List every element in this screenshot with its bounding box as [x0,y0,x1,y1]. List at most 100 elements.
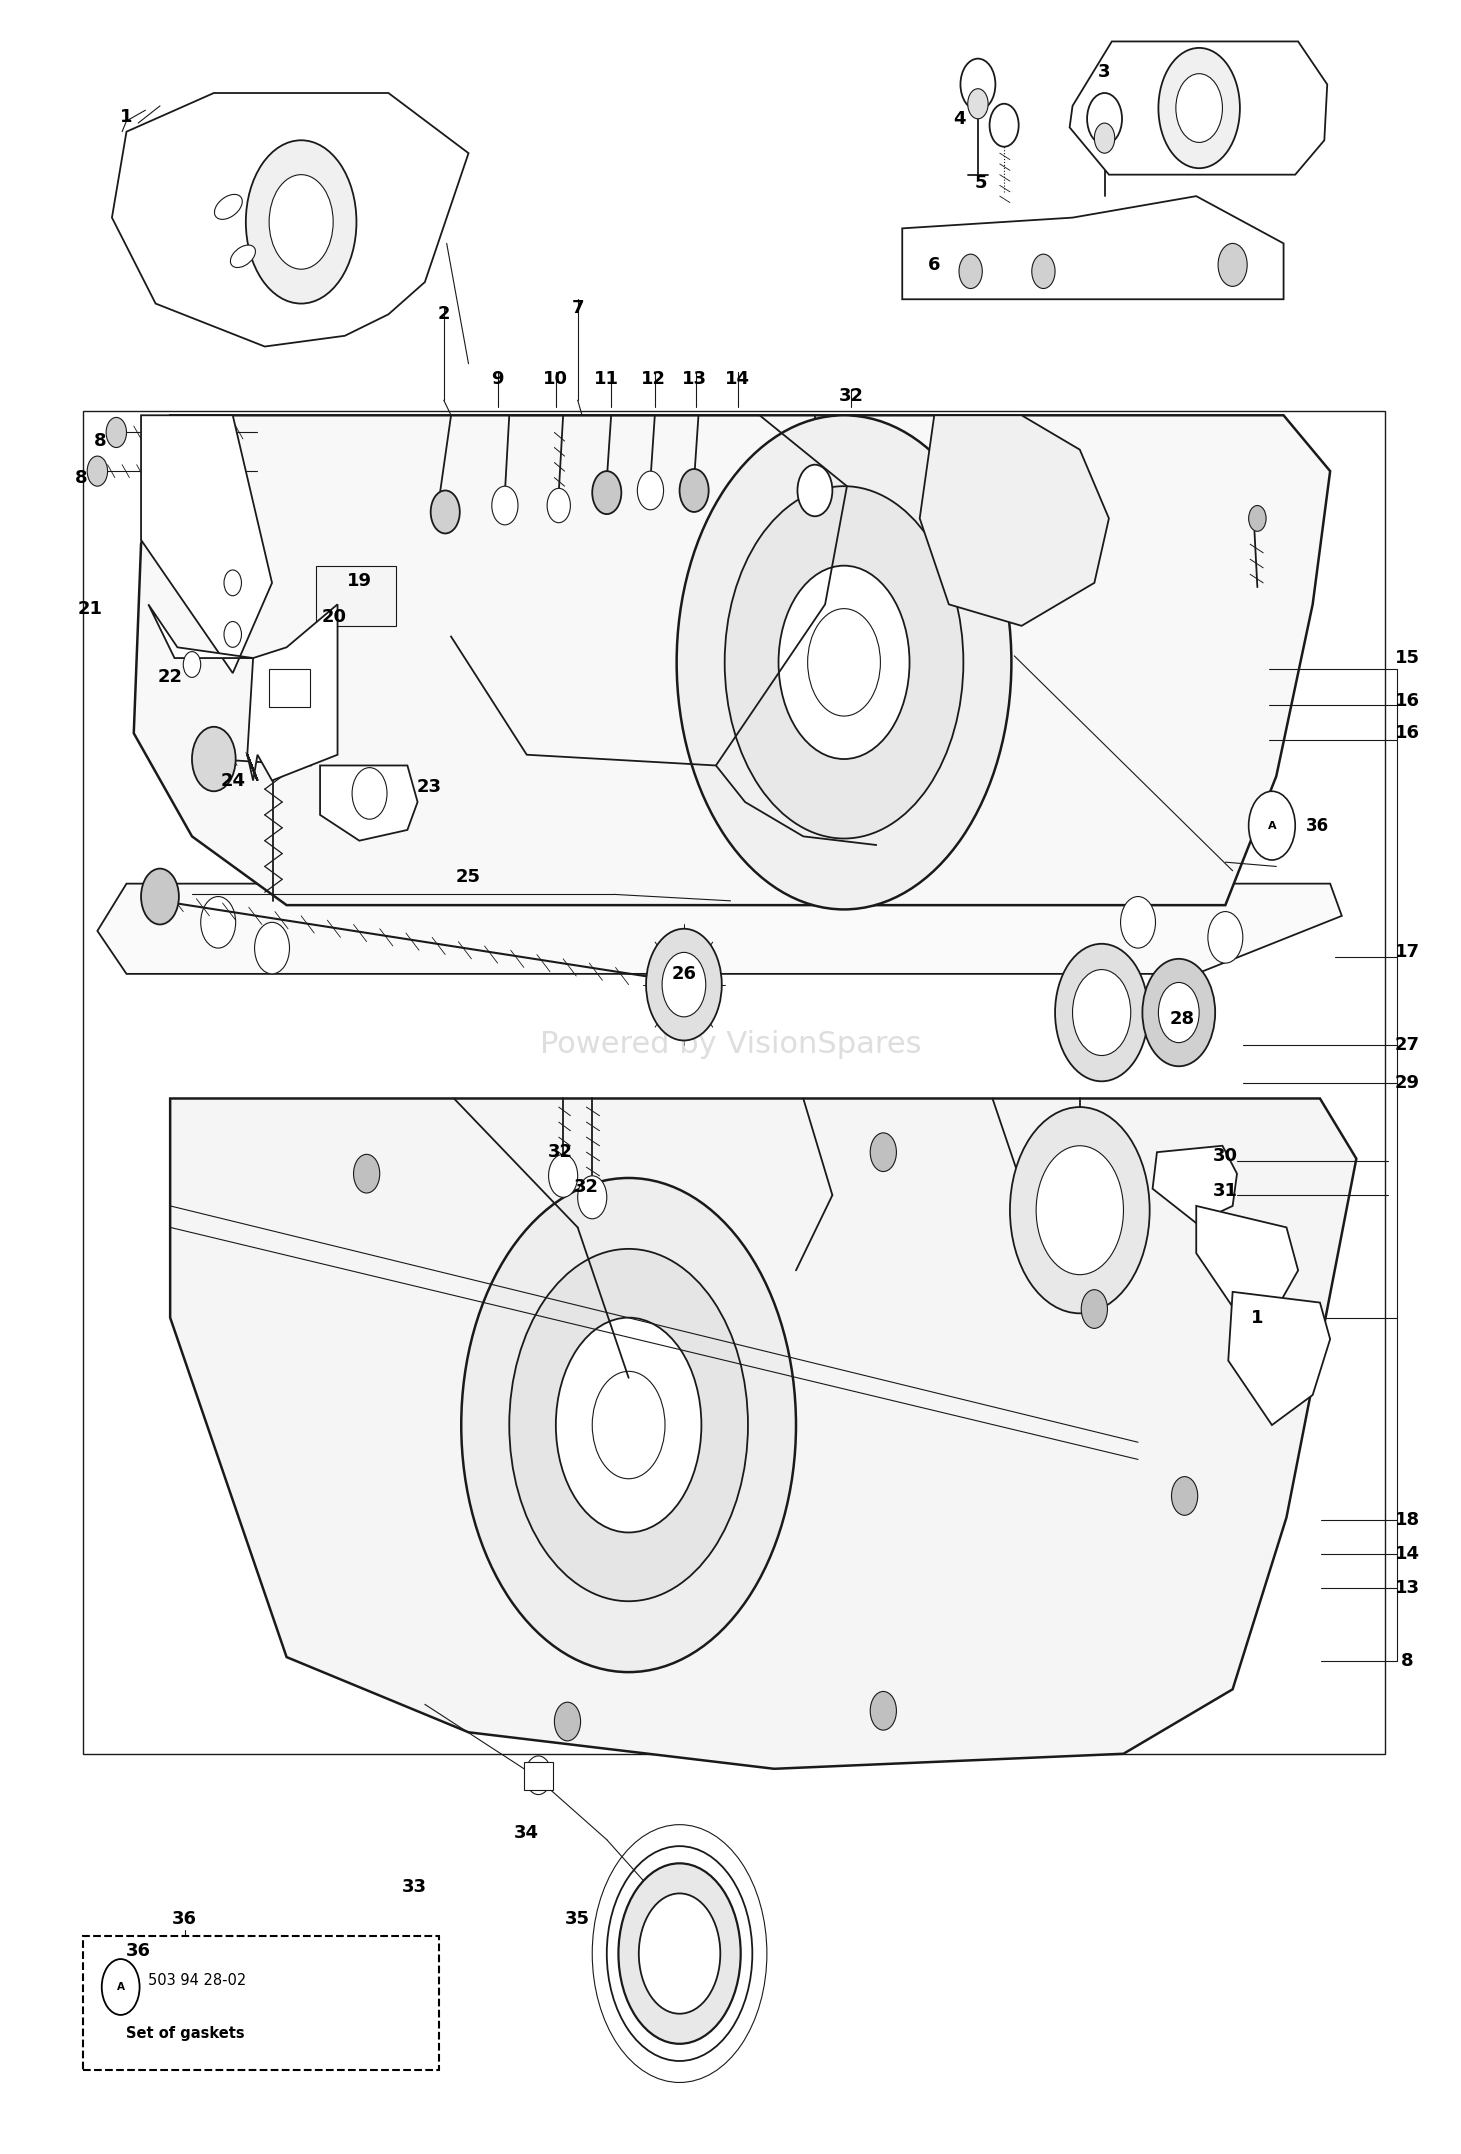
Circle shape [679,470,709,513]
Circle shape [1159,982,1199,1043]
Text: Set of gaskets: Set of gaskets [127,2027,245,2042]
Circle shape [662,952,706,1017]
Circle shape [245,140,356,304]
Circle shape [555,1318,701,1531]
Text: 30: 30 [1213,1148,1237,1165]
Circle shape [725,487,963,838]
Bar [269,668,310,707]
Circle shape [431,491,460,534]
Text: 24: 24 [221,771,245,791]
Circle shape [592,472,621,515]
Text: 19: 19 [346,571,373,590]
Bar [524,1762,552,1790]
Polygon shape [1197,1206,1299,1318]
Circle shape [492,487,519,526]
Circle shape [618,1863,741,2044]
Circle shape [779,567,910,758]
Circle shape [637,472,663,510]
Polygon shape [149,605,337,780]
Text: 15: 15 [1395,648,1420,668]
Text: 32: 32 [574,1178,599,1195]
Circle shape [254,922,289,974]
Text: 32: 32 [839,388,863,405]
Text: 9: 9 [491,370,504,388]
Text: 29: 29 [1395,1075,1420,1092]
Text: 1: 1 [1251,1310,1264,1327]
Text: 23: 23 [416,778,441,797]
Text: 14: 14 [1395,1544,1420,1564]
Circle shape [592,1372,665,1480]
Circle shape [1087,93,1122,144]
Circle shape [1036,1146,1124,1275]
Text: 1: 1 [120,108,133,125]
Text: 32: 32 [548,1144,573,1161]
Circle shape [1121,896,1156,948]
Text: 14: 14 [725,370,751,388]
Circle shape [183,653,200,676]
Circle shape [1143,959,1216,1066]
Circle shape [546,489,570,523]
Circle shape [577,1176,606,1219]
Text: 33: 33 [402,1878,427,1896]
Circle shape [958,254,982,289]
Text: 36: 36 [1305,816,1328,834]
Text: 4: 4 [953,110,966,127]
Text: 26: 26 [672,965,697,982]
Circle shape [646,928,722,1040]
Text: 11: 11 [595,370,619,388]
Circle shape [638,1893,720,2014]
Polygon shape [169,1099,1356,1768]
Polygon shape [1153,1146,1237,1223]
Circle shape [224,571,241,597]
Text: 2: 2 [437,306,450,323]
Text: 31: 31 [1213,1183,1237,1200]
Text: 503 94 28-02: 503 94 28-02 [149,1973,247,1988]
Polygon shape [903,196,1284,299]
Circle shape [1208,911,1243,963]
Circle shape [1172,1478,1198,1514]
Circle shape [1094,123,1115,153]
Circle shape [1010,1107,1150,1314]
Circle shape [548,1155,577,1198]
Polygon shape [1069,41,1327,174]
Circle shape [676,416,1011,909]
Circle shape [871,1691,897,1730]
Circle shape [462,1178,796,1672]
Circle shape [871,1133,897,1172]
Polygon shape [142,416,272,672]
Bar [316,567,396,627]
Text: A: A [117,1982,124,1992]
Bar [83,411,1385,1753]
Text: 8: 8 [94,433,107,450]
Polygon shape [112,93,469,347]
Circle shape [200,896,235,948]
Text: A: A [1268,821,1277,831]
Text: 8: 8 [75,470,88,487]
Text: 13: 13 [1395,1579,1420,1598]
Text: 3: 3 [1099,62,1110,80]
Circle shape [989,103,1018,146]
Text: 25: 25 [456,868,481,885]
Circle shape [224,623,241,648]
Circle shape [808,610,881,715]
Circle shape [798,465,833,517]
Circle shape [1159,47,1240,168]
Circle shape [1176,73,1223,142]
Circle shape [960,58,995,110]
Circle shape [1218,243,1248,286]
Circle shape [526,1756,551,1794]
Text: 18: 18 [1395,1510,1420,1529]
Circle shape [107,418,127,448]
Text: 16: 16 [1395,724,1420,743]
Text: 13: 13 [682,370,707,388]
Circle shape [1072,969,1131,1055]
Circle shape [354,1155,380,1193]
Bar [83,1936,440,2070]
Text: 34: 34 [514,1824,539,1842]
Polygon shape [920,416,1109,627]
Circle shape [1055,943,1148,1081]
Ellipse shape [231,246,256,267]
Text: 36: 36 [126,1943,150,1960]
Text: 27: 27 [1395,1036,1420,1053]
Circle shape [554,1702,580,1740]
